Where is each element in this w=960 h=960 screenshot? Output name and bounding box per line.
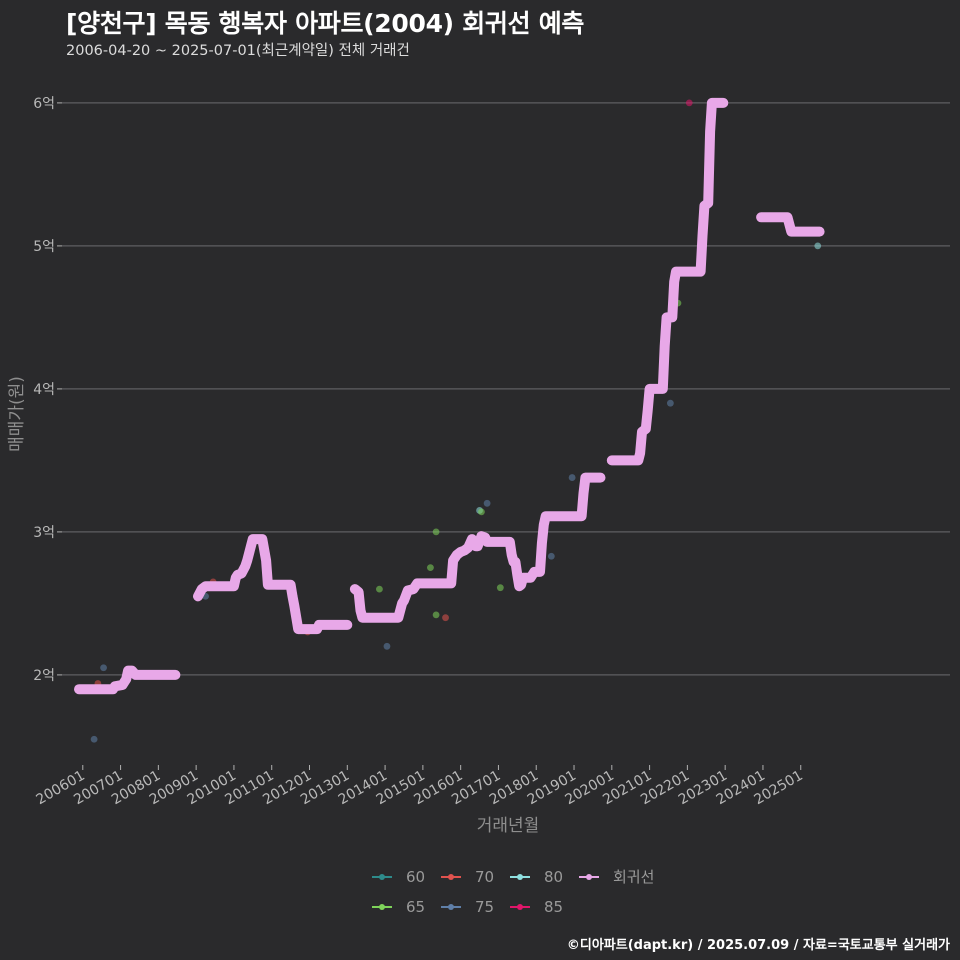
scatter-point-75-20 [666, 399, 674, 407]
source-footer: ©디아파트(dapt.kr) / 2025.07.09 / 자료=국토교통부 실… [566, 938, 950, 953]
grid-lines [62, 102, 950, 676]
y-axis-ticks: 2억 3억 4억 5억 6억 [33, 96, 62, 684]
scatter-point-65-16 [496, 584, 504, 592]
legend-swatch-dot [517, 904, 523, 910]
legend-label: 75 [475, 898, 494, 916]
regression-segment-2 [349, 472, 606, 623]
scatter-point-75-8 [383, 642, 391, 650]
legend-item-회귀선: 회귀선 [579, 868, 654, 886]
legend-label: 70 [475, 868, 494, 886]
chart-title: [양천구] 목동 행복자 아파트(2004) 회귀선 예측 [66, 9, 585, 38]
legend-label: 85 [544, 898, 563, 916]
scatter-point-65-10 [432, 528, 440, 536]
scatter-point-65-11 [432, 611, 440, 619]
x-axis-label: 거래년월 [477, 816, 540, 836]
legend-label: 65 [406, 898, 425, 916]
scatter-point-75-17 [547, 552, 555, 560]
y-tick-label: 6억 [33, 96, 55, 112]
legend-item-65: 65 [372, 898, 425, 916]
scatter-point-75-2 [100, 664, 107, 672]
legend-item-60: 60 [372, 868, 425, 886]
legend-swatch-dot [379, 874, 385, 880]
scatter-point-65-7 [376, 585, 383, 593]
legend-label: 80 [544, 868, 563, 886]
scatter-point-75-0 [90, 735, 98, 743]
scatter-point-65-14 [478, 508, 485, 516]
y-tick-label: 3억 [33, 525, 55, 541]
legend-swatch-dot [448, 874, 454, 880]
legend-label: 60 [406, 868, 425, 886]
legend-item-85: 85 [510, 898, 563, 916]
chart-subtitle: 2006-04-20 ~ 2025-07-01(최근계약일) 전체 거래건 [66, 43, 410, 59]
regression-segment-0 [74, 665, 181, 695]
y-tick-label: 2억 [33, 668, 55, 684]
y-tick-label: 5억 [33, 239, 55, 255]
regression-segment-3 [606, 97, 729, 466]
regression-segment-1 [193, 534, 353, 635]
legend-swatch-dot [517, 874, 523, 880]
scatter-point-80-23 [814, 242, 822, 250]
y-axis-label: 매매가(원) [7, 376, 27, 452]
scatter-point-75-15 [483, 499, 491, 507]
legend-item-75: 75 [441, 898, 494, 916]
scatter-point-85-22 [685, 99, 693, 107]
legend-item-80: 80 [510, 868, 563, 886]
legend-swatch-dot [448, 904, 454, 910]
legend-item-70: 70 [441, 868, 494, 886]
legend-swatch-dot [586, 874, 592, 880]
regression-segment-4 [756, 212, 825, 237]
regression-line [74, 97, 825, 695]
x-axis-ticks: 2006012007012008012009012010012011012012… [33, 765, 806, 808]
scatter-point-75-18 [568, 474, 576, 481]
legend-label: 회귀선 [613, 868, 654, 886]
scatter-point-65-9 [427, 564, 434, 572]
y-tick-label: 4억 [33, 382, 55, 398]
scatter-point-70-12 [442, 614, 449, 622]
legend: 60 65 70 75 80 85 회귀선 [372, 868, 654, 916]
legend-swatch-dot [379, 904, 385, 910]
